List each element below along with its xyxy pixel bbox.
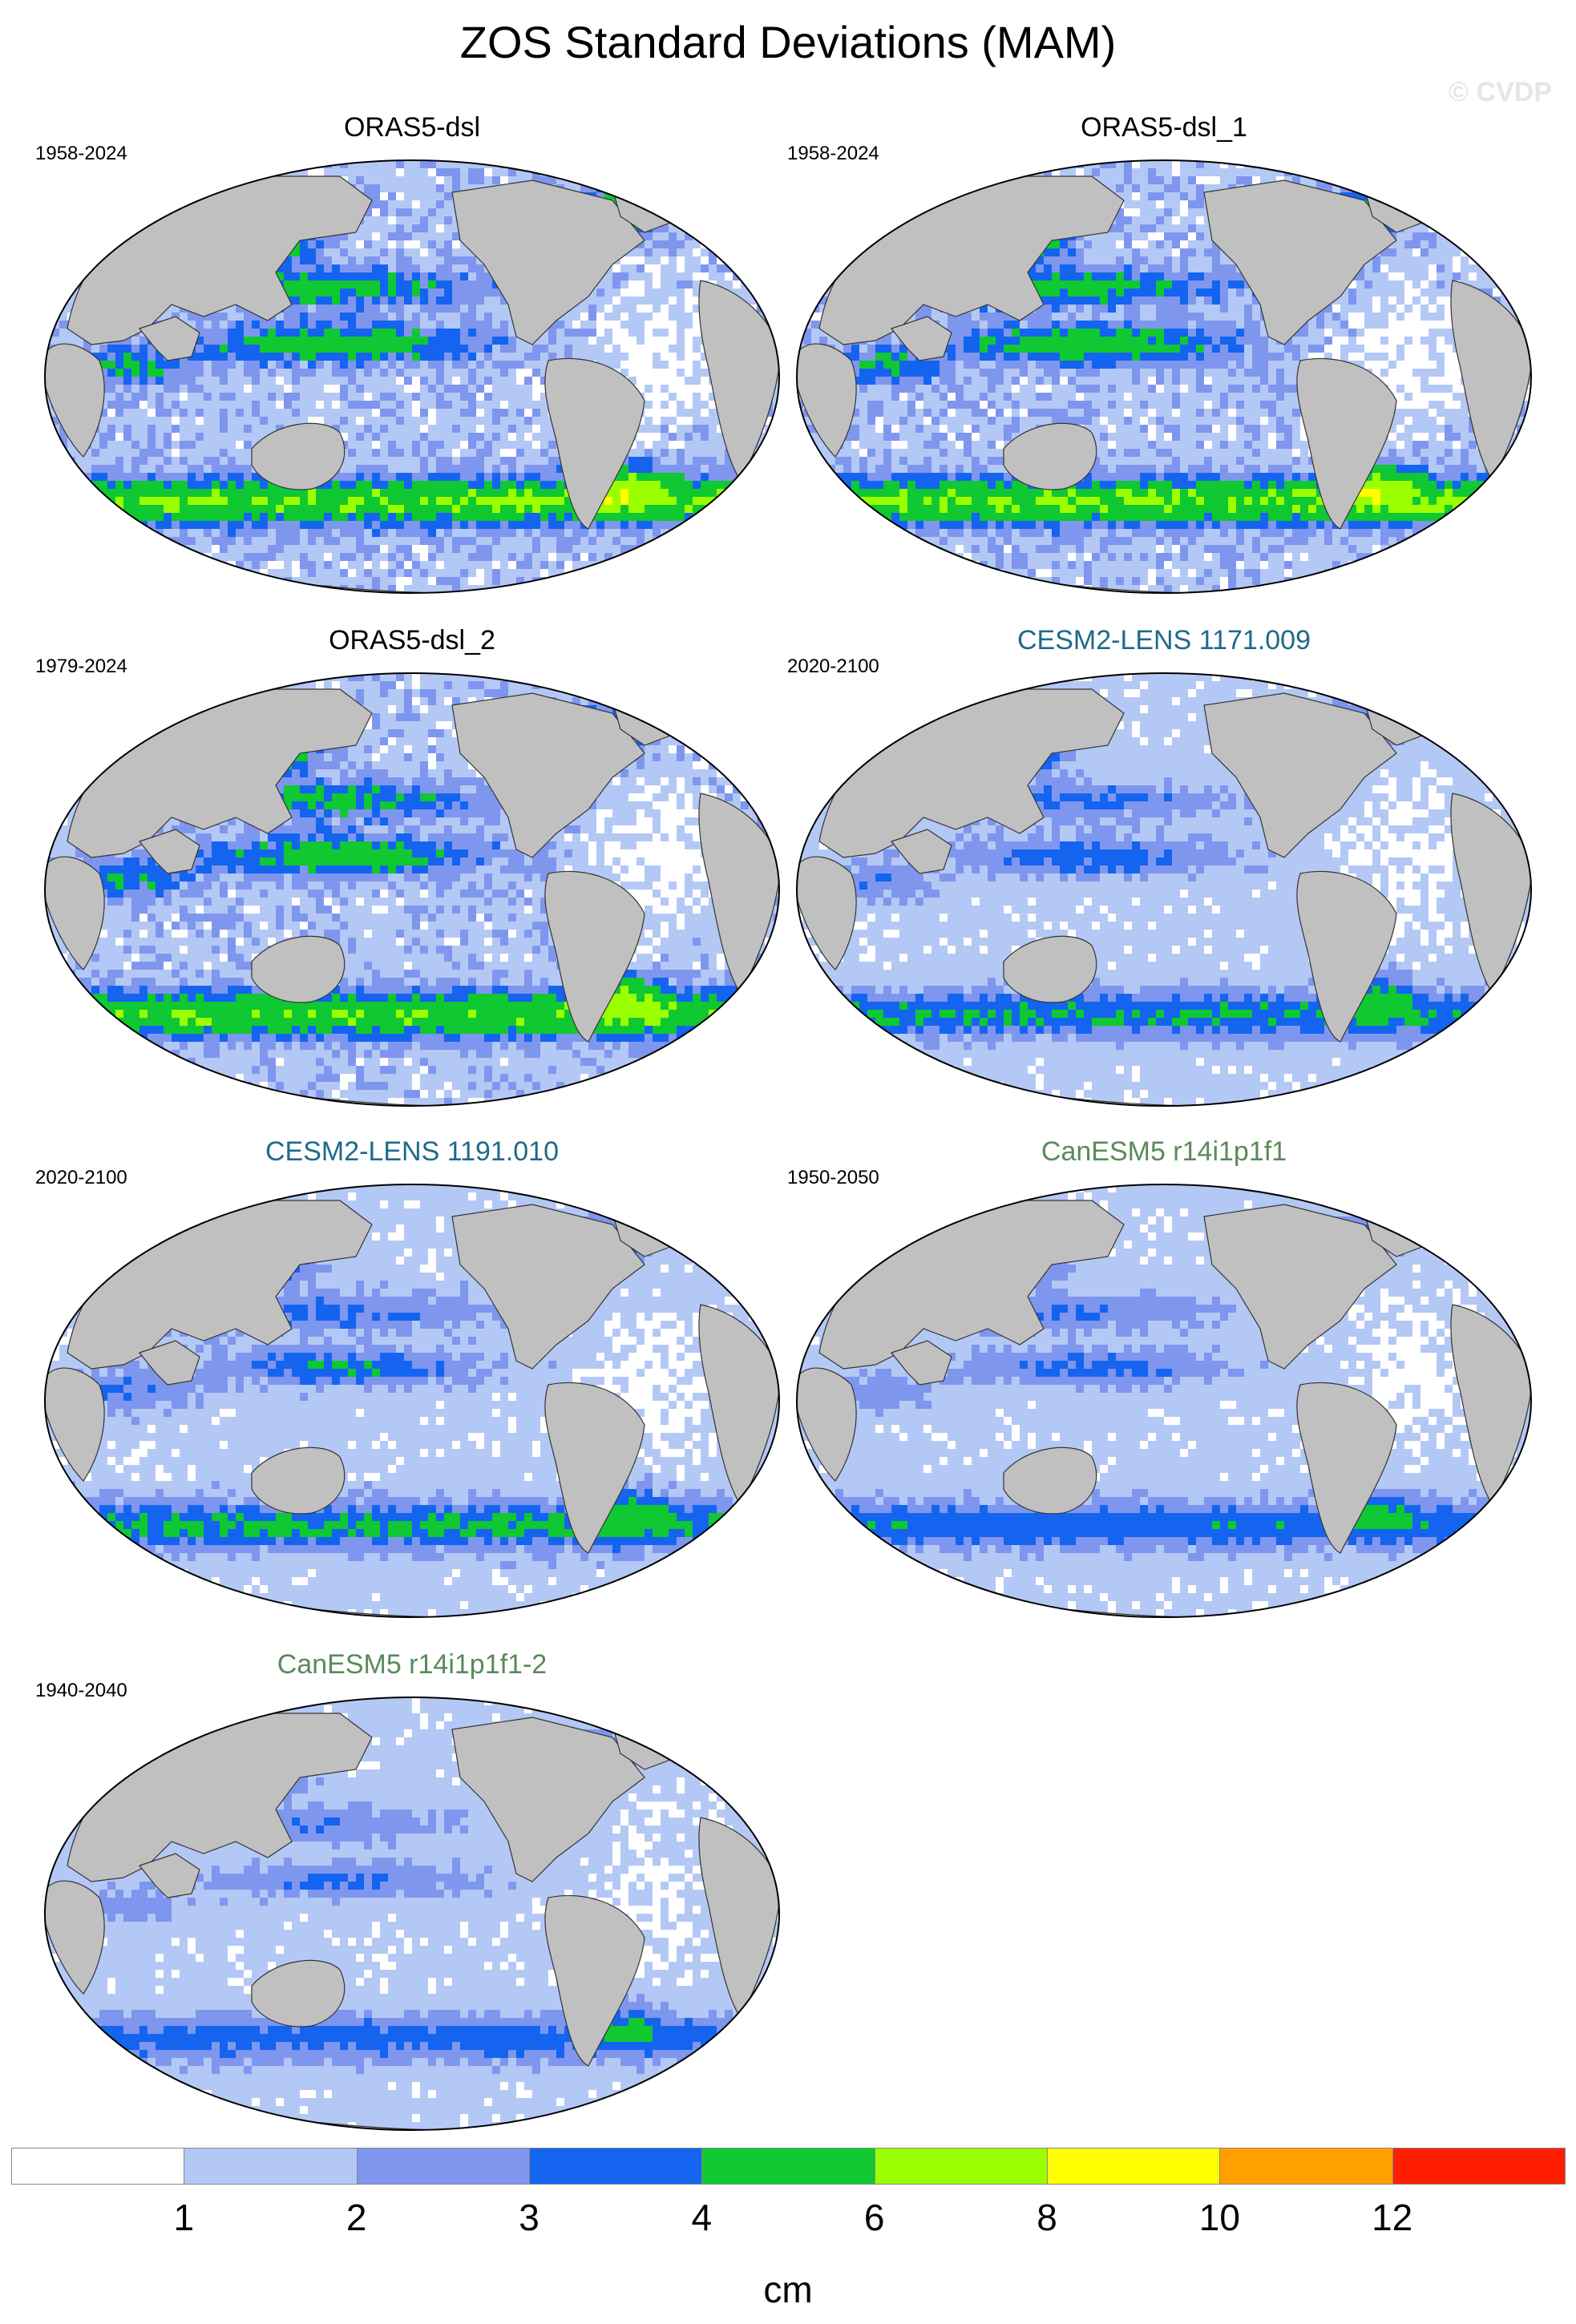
world-map-svg [796,1184,1532,1618]
map-panel: ORAS5-dsl_2 1979-2024 [35,625,789,1138]
land-mass [544,870,645,1043]
world-map-svg [796,672,1532,1107]
colorbar-tick-label: 1 [173,2197,195,2238]
colorbar-box [11,2148,185,2185]
land-mass [451,692,645,858]
land-mass [251,935,346,1003]
land-mass [890,1340,952,1386]
map-border [44,1697,780,2131]
map-panel: ORAS5-dsl_1 1958-2024 [787,112,1541,625]
world-map [35,1681,789,2146]
land-mass [451,1204,645,1370]
panel-period: 1979-2024 [35,656,127,677]
land-mass [890,829,952,874]
panel-title: CanESM5 r14i1p1f1 [1041,1136,1287,1167]
map-panel: CESM2-LENS 1171.009 2020-2100 [787,625,1541,1138]
panel-title: ORAS5-dsl [343,112,481,143]
world-map [35,1168,789,1633]
colorbar-tick-label: 6 [863,2197,885,2238]
world-map-svg [44,1697,780,2131]
colorbar-box [701,2148,875,2185]
land-mass [45,343,105,458]
map-border [796,672,1532,1107]
map-border [44,159,780,594]
land-mass [138,1853,200,1898]
land-mass [890,316,952,361]
land-mass [544,1894,645,2067]
panel-title: CanESM5 r14i1p1f1-2 [277,1649,548,1680]
colorbar-box [1047,2148,1221,2185]
panel-title: ORAS5-dsl_2 [329,625,495,656]
colorbar-tick-label: 2 [346,2197,367,2238]
colorbar-tick-label: 8 [1037,2197,1057,2238]
map-panel: CanESM5 r14i1p1f1 1950-2050 [787,1136,1541,1649]
world-map [35,657,789,1122]
land-mass [797,1367,857,1482]
land-mass [45,856,105,970]
world-map-svg [44,672,780,1107]
panel-title: ORAS5-dsl_1 [1081,112,1247,143]
panel-period: 1940-2040 [35,1680,127,1701]
land-mass [1203,180,1397,345]
land-mass [251,1959,346,2027]
figure-title: ZOS Standard Deviations (MAM) [459,17,1117,67]
cvdp-watermark: © CVDP [1449,77,1552,107]
land-mass [1296,1382,1397,1554]
land-mass [1003,422,1097,490]
world-map-svg [44,1184,780,1618]
colorbar [11,2148,1566,2186]
land-mass [1203,692,1397,858]
colorbar-box [184,2148,358,2185]
panel-period: 1950-2050 [787,1167,879,1188]
panel-title: CESM2-LENS 1191.010 [265,1136,559,1167]
map-border [796,1184,1532,1618]
panel-period: 2020-2100 [787,656,879,677]
colorbar-tick-label: 12 [1372,2197,1413,2238]
land-mass [1003,935,1097,1003]
colorbar-units: cm [763,2269,813,2310]
colorbar-box [1392,2148,1566,2185]
world-map [787,1168,1541,1633]
land-mass [45,1367,105,1482]
map-panel: CanESM5 r14i1p1f1-2 1940-2040 [35,1649,789,2162]
land-mass [451,180,645,345]
panel-title: CESM2-LENS 1171.009 [1016,625,1311,656]
world-map [787,657,1541,1122]
map-panel: ORAS5-dsl 1958-2024 [35,112,789,625]
land-mass [797,856,857,970]
world-map-svg [796,159,1532,594]
land-mass [251,422,346,490]
land-mass [138,829,200,874]
world-map-svg [44,159,780,594]
map-border [44,672,780,1107]
land-mass [797,343,857,458]
colorbar-box [1219,2148,1393,2185]
colorbar-box [529,2148,703,2185]
colorbar-tick-label: 3 [519,2197,539,2238]
colorbar-tick-label: 10 [1198,2197,1240,2238]
colorbar-box [874,2148,1048,2185]
land-mass [1203,1204,1397,1370]
world-map [35,144,789,609]
colorbar-box [356,2148,530,2185]
land-mass [1296,357,1397,530]
panel-period: 2020-2100 [35,1167,127,1188]
panel-period: 1958-2024 [35,143,127,164]
land-mass [1296,870,1397,1043]
land-mass [138,1340,200,1386]
panel-period: 1958-2024 [787,143,879,164]
world-map [787,144,1541,609]
land-mass [451,1717,645,1882]
land-mass [251,1446,346,1515]
land-mass [138,316,200,361]
land-mass [1003,1446,1097,1515]
land-mass [45,1880,105,1995]
land-mass [544,1382,645,1554]
land-mass [544,357,645,530]
map-border [44,1184,780,1618]
map-panel: CESM2-LENS 1191.010 2020-2100 [35,1136,789,1649]
colorbar-tick-label: 4 [691,2197,713,2238]
map-border [796,159,1532,594]
